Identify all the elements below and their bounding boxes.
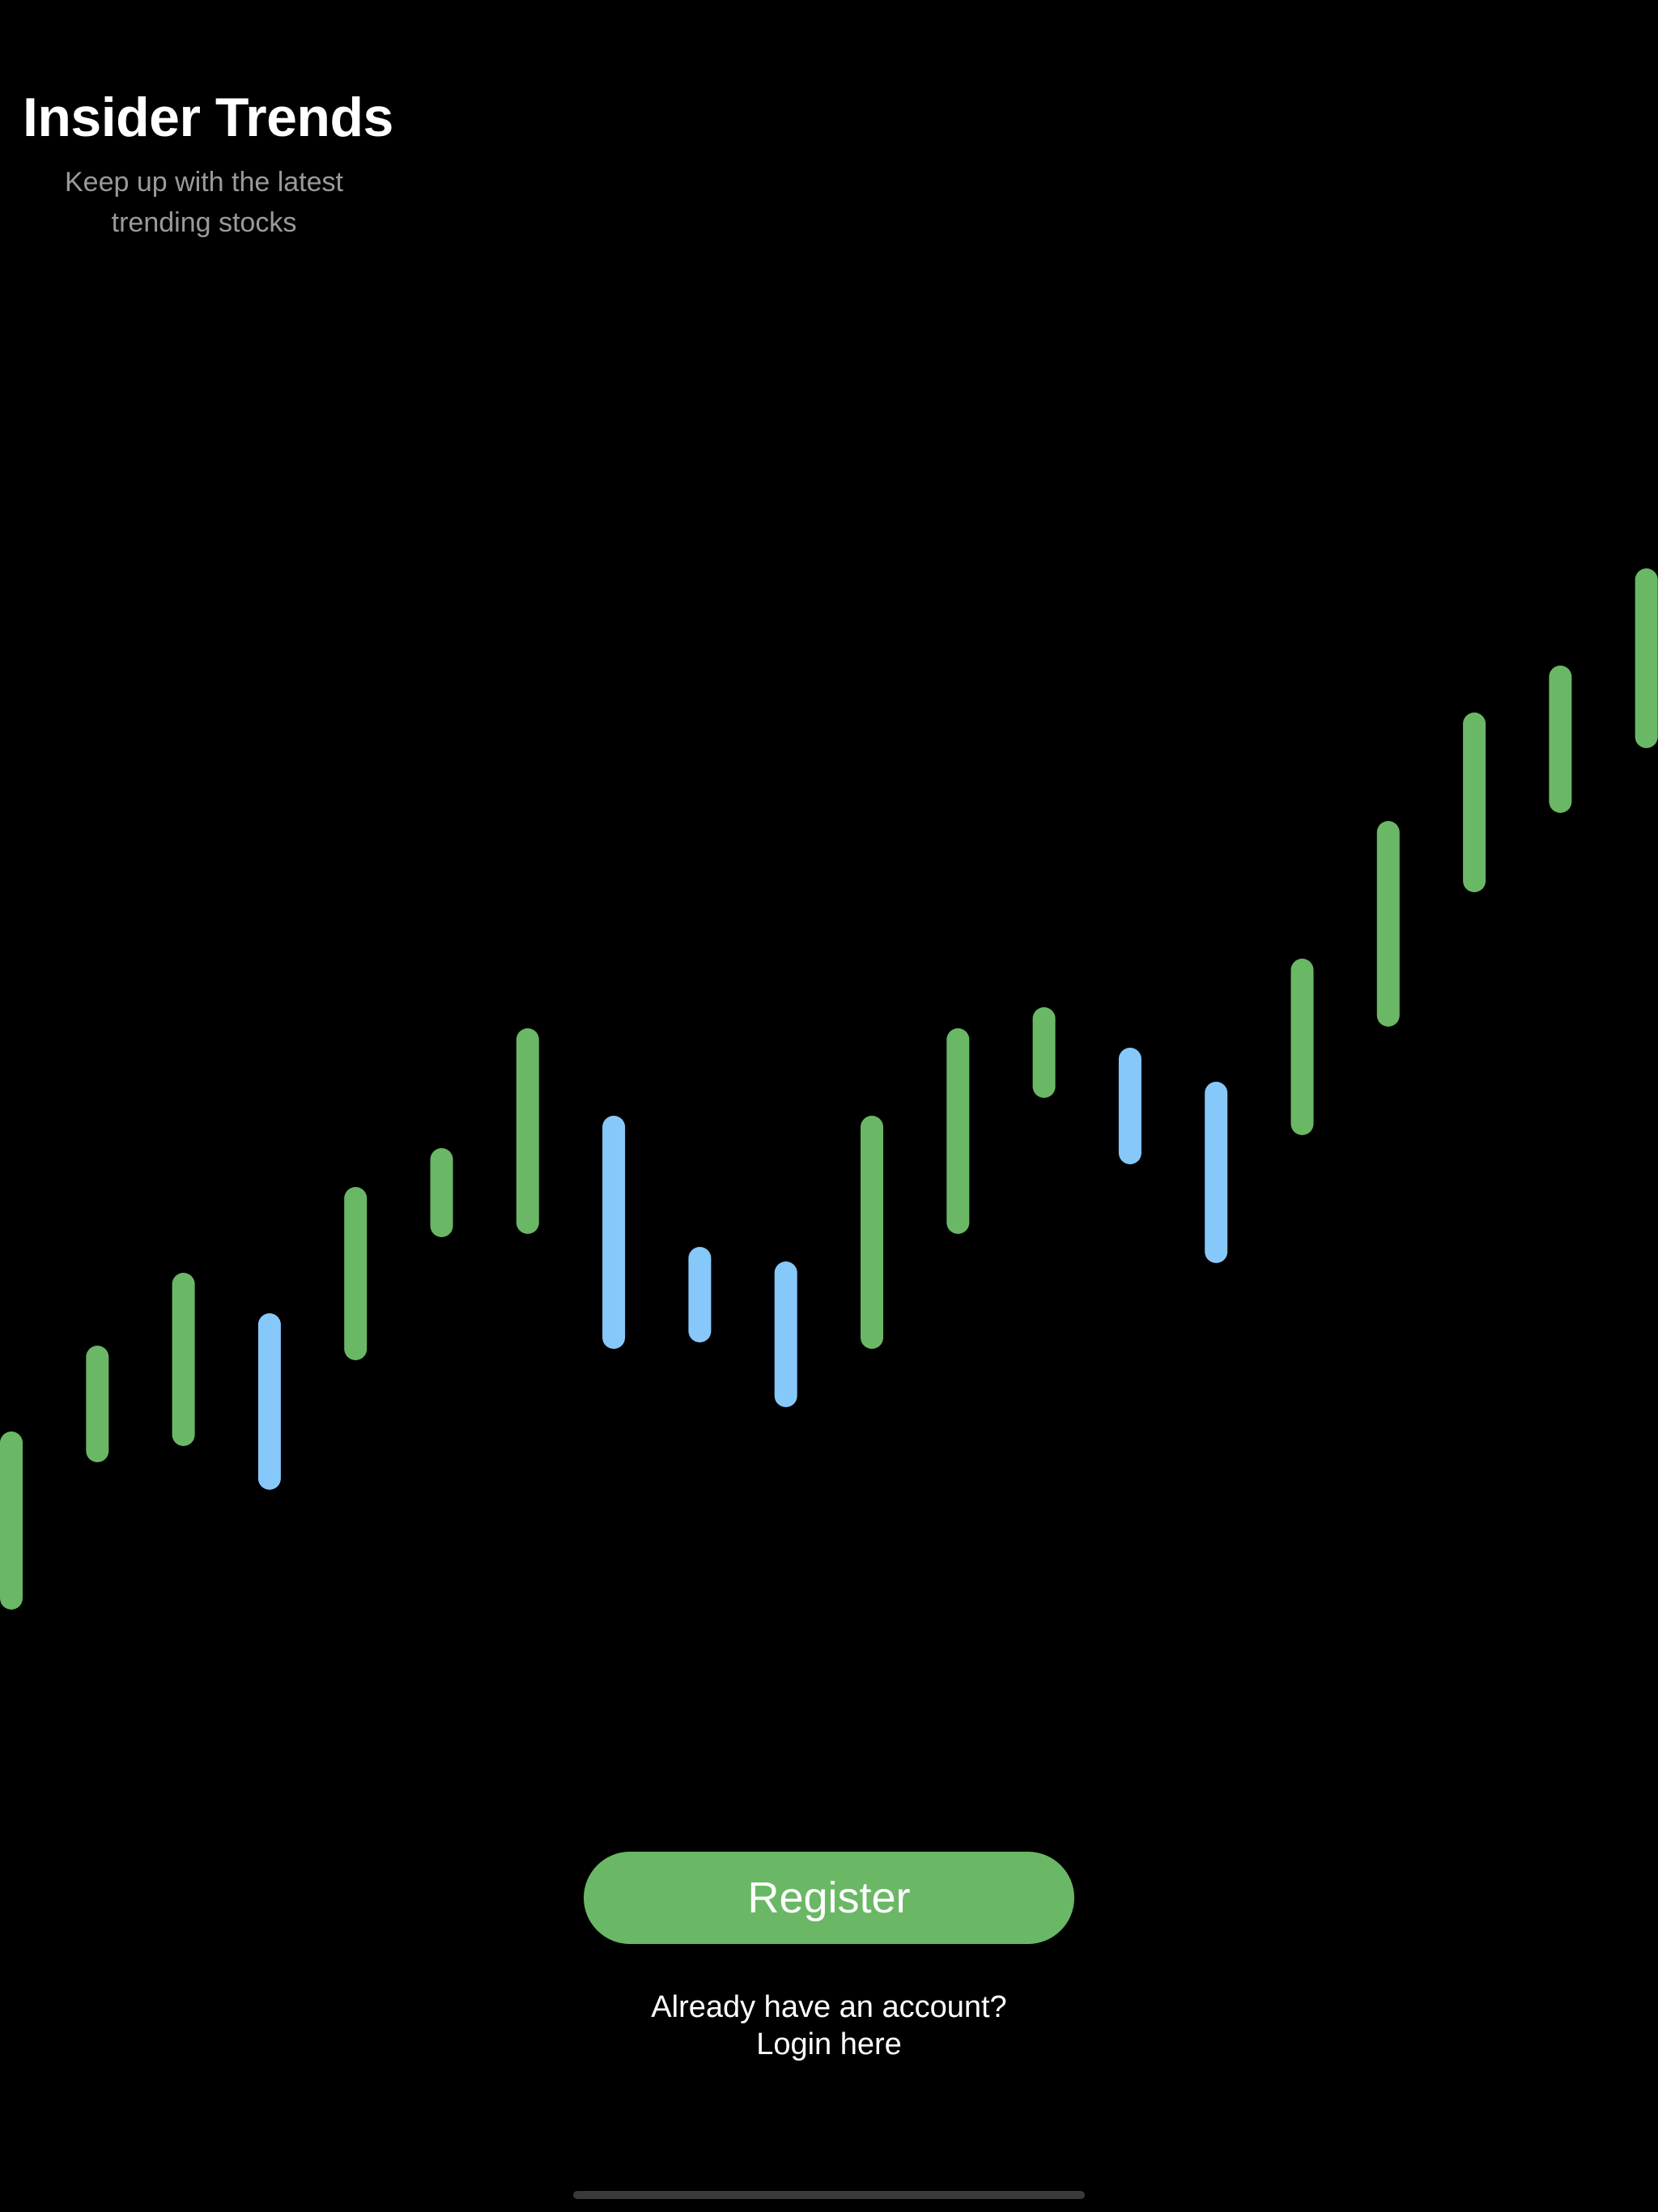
trend-bar-9 (688, 1247, 712, 1342)
trend-bar-16 (1290, 959, 1314, 1135)
header: Insider Trends Keep up with the latest t… (23, 81, 393, 243)
trend-bar-7 (516, 1028, 539, 1234)
trend-bar-18 (1463, 713, 1486, 892)
trend-bar-8 (602, 1116, 626, 1349)
register-button[interactable]: Register (584, 1852, 1074, 1944)
app-title: Insider Trends (23, 87, 393, 148)
trend-bar-17 (1376, 821, 1400, 1027)
trend-bar-19 (1549, 666, 1572, 813)
trend-bar-4 (257, 1313, 281, 1490)
trend-bar-5 (344, 1187, 368, 1360)
trend-bar-3 (172, 1273, 195, 1446)
trend-bar-11 (861, 1116, 883, 1349)
trend-bar-12 (946, 1028, 970, 1234)
trend-bar-14 (1118, 1048, 1141, 1164)
trend-bar-13 (1032, 1007, 1056, 1098)
login-prompt: Already have an account? (651, 1990, 1007, 2024)
login-here-link[interactable]: Login here (756, 2027, 902, 2061)
trend-bar-15 (1205, 1082, 1228, 1263)
trend-bar-20 (1635, 568, 1658, 748)
trend-bar-1 (0, 1431, 23, 1610)
app-subtitle: Keep up with the latest trending stocks (64, 167, 343, 238)
trend-bar-6 (430, 1148, 453, 1237)
trend-bar-2 (86, 1346, 109, 1462)
trend-bar-10 (774, 1261, 797, 1407)
home-indicator[interactable] (573, 2191, 1085, 2199)
login-link[interactable]: Already have an account? Login here (505, 1989, 1153, 2063)
